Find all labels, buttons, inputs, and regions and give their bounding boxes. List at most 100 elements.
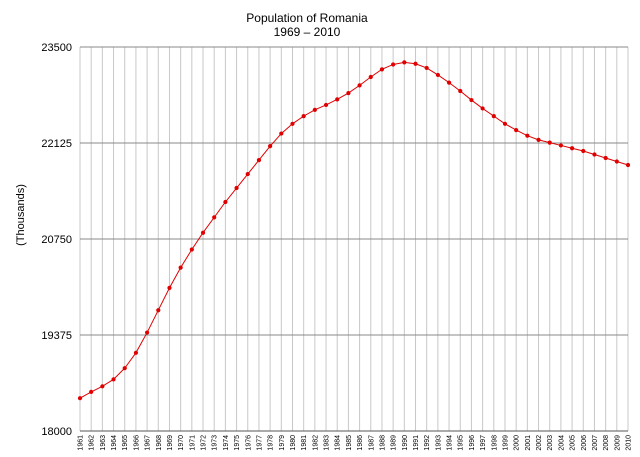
x-tick-label: 1967 <box>145 435 152 451</box>
data-point <box>368 74 373 80</box>
x-tick-label: 1993 <box>435 435 442 451</box>
y-axis-label: (Thousands) <box>15 184 27 246</box>
data-point <box>446 80 452 85</box>
x-tick-label: 2007 <box>592 435 599 451</box>
x-tick-label: 1991 <box>413 435 420 451</box>
data-point <box>514 127 519 133</box>
x-tick-label: 1970 <box>178 435 185 451</box>
x-tick-label: 1981 <box>301 435 308 451</box>
data-point <box>245 171 250 177</box>
x-tick-label: 2006 <box>581 435 588 451</box>
x-tick-label: 1994 <box>447 435 454 451</box>
x-tick-label: 1989 <box>391 435 398 451</box>
x-tick-label: 2009 <box>614 435 621 451</box>
data-point <box>581 148 586 154</box>
data-point <box>200 230 206 235</box>
data-point <box>323 102 329 108</box>
x-tick-label: 2000 <box>514 435 521 451</box>
y-tick-label: 22125 <box>41 138 72 150</box>
x-tick-label: 1962 <box>89 435 96 451</box>
data-point <box>391 62 396 67</box>
chart-title: Population of Romania <box>246 11 368 25</box>
data-point <box>614 159 619 164</box>
major-gridlines <box>80 46 628 432</box>
series-line <box>79 61 629 399</box>
data-point <box>379 67 385 72</box>
data-point <box>133 350 139 355</box>
x-tick-label: 1975 <box>234 435 241 451</box>
x-tick-label: 2001 <box>525 435 532 451</box>
data-point <box>536 137 541 142</box>
data-point <box>413 61 418 66</box>
data-point <box>156 308 161 313</box>
series-layer <box>77 60 631 401</box>
x-tick-label: 1961 <box>78 435 85 451</box>
x-tick-label: 2004 <box>558 435 565 451</box>
x-tick-label: 1965 <box>122 435 129 451</box>
x-tick-label: 1983 <box>324 435 331 451</box>
x-tick-label: 1982 <box>312 435 319 451</box>
data-point <box>625 162 631 168</box>
data-point <box>77 396 83 401</box>
data-point <box>189 247 194 252</box>
x-tick-label: 1987 <box>368 435 375 451</box>
x-tick-label: 2005 <box>570 435 577 451</box>
x-tick-label: 1988 <box>379 435 386 451</box>
x-tick-label: 1969 <box>167 435 174 451</box>
data-point <box>469 97 474 103</box>
x-tick-label: 2002 <box>536 435 543 451</box>
x-tick-label: 1974 <box>223 435 230 451</box>
x-tick-label: 1984 <box>335 435 342 451</box>
data-point <box>111 377 116 382</box>
x-tick-label: 1999 <box>502 435 509 451</box>
x-tick-label: 1971 <box>189 435 196 451</box>
data-point <box>301 114 306 119</box>
y-tick-label: 19375 <box>41 330 72 342</box>
x-tick-labels: 1961 1962 1963 1964 1965 1966 1967 1968 1969 1970… <box>78 435 633 451</box>
data-point <box>558 143 563 148</box>
data-point <box>256 158 262 163</box>
x-tick-label: 1964 <box>111 435 118 451</box>
x-tick-label: 1966 <box>133 435 140 451</box>
y-tick-label: 18000 <box>41 426 72 438</box>
data-point <box>424 65 429 71</box>
data-point <box>435 72 440 78</box>
x-tick-label: 1978 <box>268 435 275 451</box>
data-point <box>458 88 463 94</box>
data-point <box>234 185 239 191</box>
x-tick-label: 1976 <box>245 435 252 451</box>
x-tick-label: 1968 <box>156 435 163 451</box>
data-point <box>178 265 183 270</box>
y-tick-label: 20750 <box>41 234 72 246</box>
data-point <box>346 90 351 96</box>
x-tick-label: 1977 <box>256 435 263 451</box>
x-tick-label: 1979 <box>279 435 286 451</box>
x-tick-label: 2003 <box>547 435 554 451</box>
data-point <box>547 140 552 145</box>
data-point <box>268 144 273 149</box>
data-point <box>223 199 228 205</box>
x-tick-label: 1972 <box>201 435 208 451</box>
x-tick-label: 1986 <box>357 435 364 451</box>
x-tick-label: 1992 <box>424 435 431 451</box>
data-point <box>122 366 127 371</box>
x-tick-label: 1963 <box>100 435 107 451</box>
y-tick-label: 23500 <box>41 42 72 54</box>
x-tick-label: 1973 <box>212 435 219 451</box>
data-point <box>357 83 362 88</box>
data-point <box>603 155 608 161</box>
data-point <box>279 131 284 136</box>
data-point <box>525 133 530 138</box>
data-point <box>145 330 150 335</box>
x-tick-label: 1980 <box>290 435 297 451</box>
y-tick-labels: 18000 19375 20750 22125 23500 <box>41 42 72 438</box>
x-tick-label: 1998 <box>491 435 498 451</box>
data-point <box>335 97 340 102</box>
data-point <box>480 106 485 111</box>
x-tick-label: 1985 <box>346 435 353 451</box>
data-point <box>212 215 217 220</box>
x-tick-label: 2008 <box>603 435 610 451</box>
x-tick-label: 1990 <box>402 435 409 451</box>
x-tick-label: 1997 <box>480 435 487 451</box>
